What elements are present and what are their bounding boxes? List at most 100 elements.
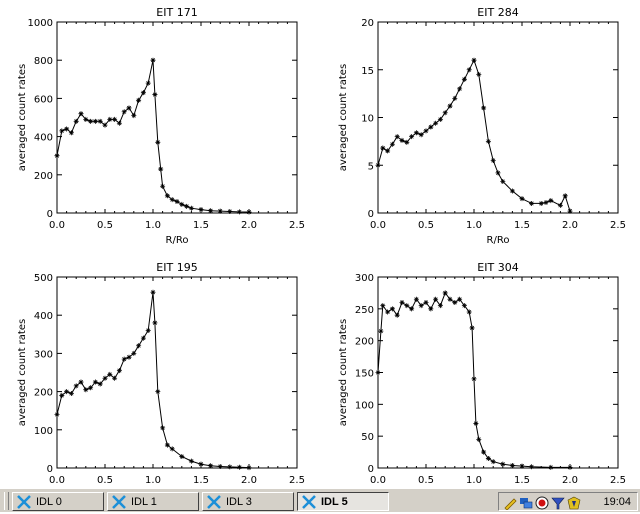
data-point [217,463,223,469]
y-axis-label: averaged count rates [338,319,349,426]
data-point [461,303,467,309]
y-tick-label: 50 [361,432,374,443]
data-point [519,196,525,202]
record-icon[interactable] [535,495,549,509]
y-axis-label: averaged count rates [17,319,28,426]
data-point [184,203,190,209]
data-point [83,387,89,393]
data-point [97,118,103,124]
data-point [164,442,170,448]
security-icon[interactable] [567,495,581,509]
data-point [423,128,429,134]
y-tick-label: 0 [368,209,374,220]
x-axis-label: R/Ro [166,235,189,246]
y-tick-label: 150 [355,369,374,380]
filter-icon[interactable] [551,495,565,509]
taskbar: IDL 0 IDL 1 IDL 3 IDL 5 19:04 [0,488,640,512]
y-tick-label: 10 [361,114,374,125]
data-point [490,459,496,465]
data-point [217,208,223,214]
chart-title: EIT 304 [477,261,518,274]
y-tick-label: 400 [34,133,53,144]
data-point [126,354,132,360]
plot-frame [56,276,298,469]
data-point [375,370,381,375]
data-point [428,124,434,130]
data-point [413,296,419,302]
chart-panel-2: EIT 284 0.0 0.5 1.0 1.5 2.0 2.5 0 5 10 15 20 R/Ro ave… [338,6,626,246]
data-point [378,328,384,334]
data-point [457,86,463,92]
data-point [433,296,439,302]
x-tick-label: 2.5 [610,220,626,231]
x-tick-label: 1.5 [514,475,530,486]
y-tick-label: 1000 [28,18,53,29]
y-tick-label: 5 [368,161,374,172]
clock: 19:04 [603,495,631,508]
chart-title: EIT 284 [477,6,518,19]
y-tick-label: 100 [355,400,374,411]
chart-title: EIT 195 [156,261,197,274]
data-point [116,368,122,374]
data-point [179,201,185,207]
y-tick-label: 600 [34,94,53,105]
y-tick-label: 250 [355,305,374,316]
data-point [437,303,443,309]
pencil-icon[interactable] [503,495,517,511]
plot-frame [56,21,298,214]
data-point [208,208,214,214]
data-point [394,312,400,318]
data-point [150,289,156,295]
y-axis-label: averaged count rates [17,64,28,171]
taskbar-button-idl-1[interactable]: IDL 1 [107,492,199,511]
data-point [160,425,166,431]
data-point [227,464,233,470]
data-point [88,118,94,124]
data-point [160,183,166,189]
data-point [413,130,419,136]
series-line [377,291,570,468]
y-tick-label: 200 [34,388,53,399]
data-point [179,454,185,460]
data-point [116,120,122,126]
data-point [140,90,146,96]
network-icon[interactable] [519,495,533,509]
y-tick-label: 15 [361,66,374,77]
taskbar-button-idl-0[interactable]: IDL 0 [12,492,104,511]
data-point [461,76,467,82]
x-tick-label: 0.0 [370,220,386,231]
data-point [471,57,477,63]
data-point [385,148,391,154]
x-tick-label: 1.5 [193,220,209,231]
x-tick-label: 0.5 [418,220,434,231]
data-point [389,306,395,312]
data-point [83,116,89,122]
data-point [198,461,204,467]
data-point [54,412,60,418]
data-point [473,420,479,426]
data-point [121,356,127,362]
data-point [457,296,463,302]
data-point [236,464,242,470]
y-tick-label: 20 [361,18,374,29]
data-point [409,306,415,312]
data-point [140,335,146,341]
taskbar-button-idl-5[interactable]: IDL 5 [297,492,389,511]
data-point [155,389,161,395]
data-point [188,205,194,211]
chart-panel-1: EIT 171 0.0 0.5 1.0 1.5 2.0 2.5 0 200 400 600 800 10… [17,6,305,246]
data-point [476,72,482,78]
x-tick-label: 2.5 [289,475,305,486]
series-line [56,60,250,213]
data-point [158,166,164,172]
data-point [466,67,472,73]
data-point [68,130,74,136]
data-point [73,118,79,124]
data-point [399,299,405,305]
data-point [548,464,554,470]
data-point [136,97,142,103]
taskbar-button-idl-3[interactable]: IDL 3 [202,492,294,511]
data-point [471,376,477,382]
data-point [548,198,554,204]
data-point [481,105,487,111]
